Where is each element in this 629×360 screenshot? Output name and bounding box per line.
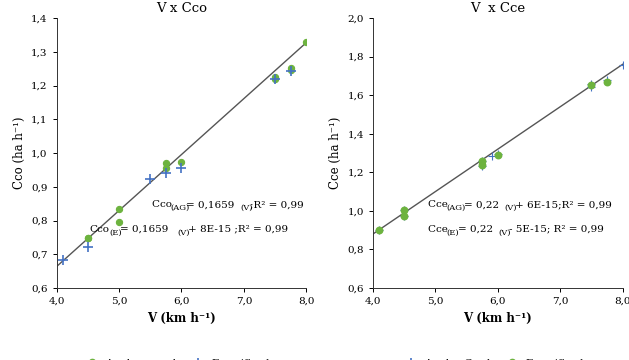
Point <box>177 159 187 165</box>
Point <box>586 82 596 88</box>
Point <box>177 165 187 171</box>
Point <box>399 207 409 213</box>
Title: V  x Cce: V x Cce <box>470 3 525 15</box>
Point <box>286 68 296 74</box>
Point <box>374 227 384 233</box>
Point <box>586 84 596 90</box>
Point <box>477 162 487 168</box>
Point <box>270 76 280 82</box>
Text: ;R² = 0,99: ;R² = 0,99 <box>250 200 304 209</box>
Point <box>286 65 296 71</box>
Point <box>602 79 612 85</box>
Point <box>399 213 409 219</box>
Title: V x Cco: V x Cco <box>156 3 207 15</box>
Legend: Arado+Grade, Escarificador: Arado+Grade, Escarificador <box>396 354 599 360</box>
Point <box>145 176 155 182</box>
Text: (E): (E) <box>447 229 459 237</box>
X-axis label: V (km h⁻¹): V (km h⁻¹) <box>464 312 532 325</box>
Text: (E): (E) <box>109 229 121 237</box>
Text: Cco: Cco <box>152 200 175 209</box>
Point <box>477 158 487 163</box>
Point <box>399 208 409 213</box>
Point <box>586 81 596 86</box>
Text: = 0,22: = 0,22 <box>458 225 493 234</box>
Point <box>114 219 124 225</box>
Text: (V): (V) <box>178 229 190 237</box>
Point <box>493 152 503 158</box>
Y-axis label: Cco (ha h⁻¹): Cco (ha h⁻¹) <box>13 117 26 189</box>
Point <box>58 257 68 263</box>
Text: + 8E-15 ;R² = 0,99: + 8E-15 ;R² = 0,99 <box>187 225 288 234</box>
Point <box>114 207 124 212</box>
Text: + 6E-15;R² = 0,99: + 6E-15;R² = 0,99 <box>515 200 612 209</box>
Text: Cco: Cco <box>89 225 109 234</box>
Point <box>487 153 497 159</box>
Point <box>618 62 628 68</box>
Y-axis label: Cce (ha h⁻¹): Cce (ha h⁻¹) <box>329 117 342 189</box>
Text: Cce: Cce <box>428 200 451 209</box>
Text: (AG): (AG) <box>447 204 466 212</box>
Legend: Arado + grade, Escarificador: Arado + grade, Escarificador <box>77 354 286 360</box>
Text: - 5E-15; R² = 0,99: - 5E-15; R² = 0,99 <box>509 225 604 234</box>
Text: (V): (V) <box>240 204 253 212</box>
X-axis label: V (km h⁻¹): V (km h⁻¹) <box>147 312 216 325</box>
Point <box>83 235 93 241</box>
Point <box>161 165 171 170</box>
Point <box>270 77 280 82</box>
Point <box>477 163 487 168</box>
Point <box>161 160 171 166</box>
Point <box>477 158 487 164</box>
Text: = 0,1659: = 0,1659 <box>120 225 172 234</box>
Text: (V): (V) <box>499 229 511 237</box>
Text: = 0,22: = 0,22 <box>464 200 499 209</box>
Text: Cce: Cce <box>428 225 451 234</box>
Point <box>399 213 409 219</box>
Point <box>83 235 93 240</box>
Point <box>602 77 612 83</box>
Point <box>270 74 280 80</box>
Point <box>286 67 296 72</box>
Point <box>301 39 311 45</box>
Text: (AG): (AG) <box>170 204 189 212</box>
Point <box>374 227 384 233</box>
Point <box>161 170 171 176</box>
Point <box>83 244 93 250</box>
Text: = 0,1659: = 0,1659 <box>186 200 235 209</box>
Point <box>493 152 503 157</box>
Text: (V): (V) <box>505 204 517 212</box>
